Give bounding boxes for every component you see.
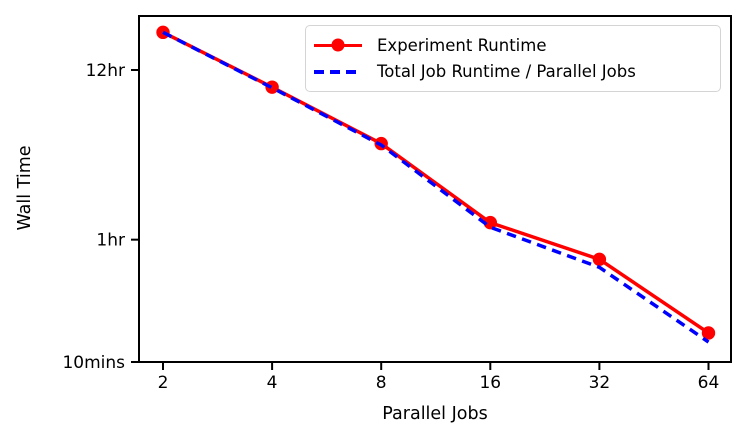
legend-label-total-job-runtime: Total Job Runtime / Parallel Jobs [377,62,636,82]
data-point-marker [701,326,716,340]
blue-dashed-sample [314,70,362,74]
series-line-1 [162,30,710,344]
x-tick-label: 2 [158,373,169,393]
x-tick-label: 4 [267,373,278,393]
data-point-marker [265,80,279,94]
data-point-marker [592,252,607,267]
x-tick-label: 8 [376,373,387,393]
legend-item-total-job-runtime: Total Job Runtime / Parallel Jobs [314,59,714,85]
x-tick-label: 32 [589,373,611,393]
x-axis-label: Parallel Jobs [382,404,488,424]
red-circle-marker-sample [331,38,345,52]
y-axis-label: Wall Time [15,145,35,231]
data-point-marker [483,215,497,230]
plot-border [138,15,732,363]
legend-item-experiment-runtime: Experiment Runtime [314,32,714,58]
y-tick-label: 12hr [86,61,125,81]
red-solid-line-with-marker-icon [314,38,362,52]
x-tick-label: 64 [698,373,720,393]
x-tick-label: 16 [479,373,501,393]
y-tick-label: 1hr [96,231,125,251]
y-tick-label: 10mins [62,353,125,373]
chart-legend: Experiment Runtime Total Job Runtime / P… [305,25,721,92]
blue-dashed-line-icon [314,65,362,79]
legend-label-experiment-runtime: Experiment Runtime [377,35,547,55]
